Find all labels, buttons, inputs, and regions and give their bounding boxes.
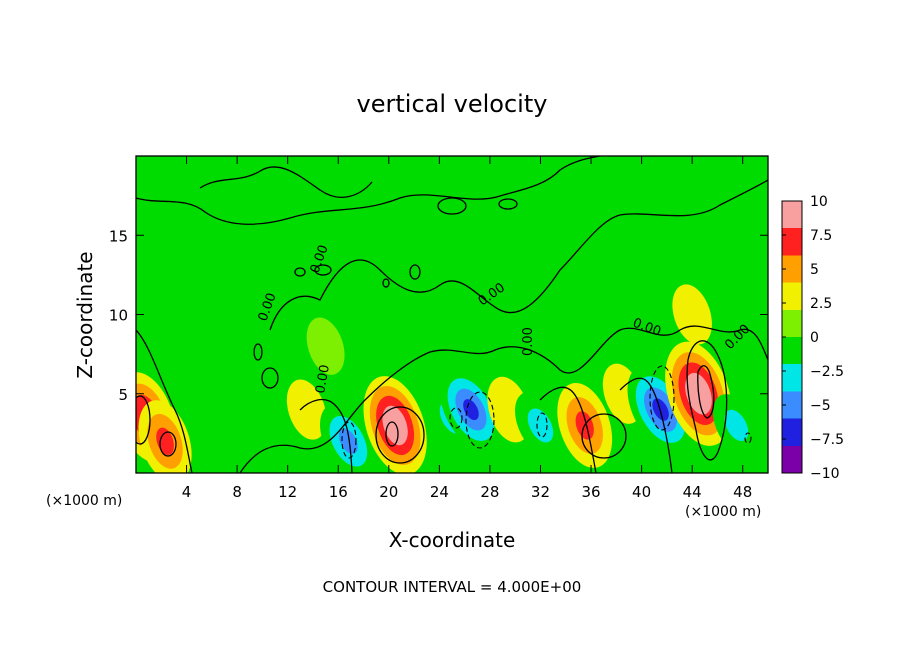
colorbar-tick-label: 0: [810, 330, 819, 346]
velocity-cell: [286, 379, 327, 440]
x-tick-label: 48: [733, 483, 752, 501]
contour-pos-6: [697, 365, 715, 419]
y-axis-label: Z-coordinate: [73, 251, 97, 378]
contour-island-3: [409, 264, 421, 280]
zero-contours: [136, 156, 768, 473]
contour-neg-3: [341, 421, 357, 459]
x-tick-label: 28: [480, 483, 499, 501]
x-axis: 4 8 12 16 20 24 28 32 36 40 44 48: [182, 156, 752, 501]
x-tick-label: 4: [182, 483, 192, 501]
colorbar-tick-label: −2.5: [810, 364, 844, 380]
y-axis: 5 10 15: [109, 227, 768, 404]
velocity-cell: [712, 394, 760, 457]
zero-contour-lower-left: [136, 329, 193, 473]
colorbar-ticks: 10 7.5 5 2.5 0 −2.5 −5 −7.5 −10: [782, 194, 844, 482]
velocity-cell: [306, 317, 345, 375]
colorbar-tick-label: 7.5: [810, 228, 832, 244]
contour-label: 0.00: [313, 364, 333, 395]
y-tick-label: 10: [109, 307, 128, 325]
x-tick-label: 12: [278, 483, 297, 501]
colorbar-tick-label: 2.5: [810, 296, 832, 312]
velocity-band: [724, 409, 749, 442]
contour-pos-5: [686, 340, 728, 461]
colorbar-tick-label: −7.5: [810, 432, 844, 448]
velocity-cell: [439, 367, 503, 452]
velocity-cell: [514, 391, 566, 460]
contour-island-8: [261, 367, 279, 389]
x-tick-label: 20: [379, 483, 398, 501]
velocity-cell: [229, 350, 271, 406]
velocity-band: [463, 399, 479, 421]
contour-label: 0.00: [521, 327, 536, 356]
contour-neg-1: [649, 365, 675, 431]
velocity-cell: [320, 403, 377, 473]
contour-island-2: [498, 198, 518, 210]
x-tick-label: 8: [232, 483, 242, 501]
velocity-band: [286, 379, 327, 440]
velocity-band: [306, 317, 345, 375]
x-unit-right: (×1000 m): [685, 504, 761, 520]
colorbar: 10 7.5 5 2.5 0 −2.5 −5 −7.5 −10: [781, 194, 844, 482]
contour-island-7: [253, 343, 263, 361]
colorbar-tick-label: 10: [810, 194, 828, 210]
zero-contour-lower: [239, 325, 768, 473]
contour-pos-2: [136, 395, 151, 445]
velocity-band: [170, 371, 216, 432]
contour-pos-4: [581, 413, 627, 459]
colorbar-tick-label: −10: [810, 466, 840, 482]
x-unit-left: (×1000 m): [46, 493, 122, 509]
x-tick-label: 32: [531, 483, 550, 501]
colorbar-tick-label: −5: [810, 398, 831, 414]
velocity-cell: [170, 371, 216, 432]
velocity-band: [229, 350, 271, 406]
velocity-band: [527, 408, 554, 443]
contour-neg-2: [465, 391, 495, 449]
y-tick-label: 15: [109, 227, 128, 245]
contour-island-1: [437, 197, 467, 215]
zero-contour-lower-3: [539, 386, 597, 473]
colorbar-tick-label: 5: [810, 262, 819, 278]
contour-interval-footer: CONTOUR INTERVAL = 4.000E+00: [323, 578, 582, 596]
x-axis-label: X-coordinate: [389, 528, 516, 552]
contour-neg-6: [744, 432, 752, 444]
x-tick-label: 36: [581, 483, 600, 501]
x-tick-label: 24: [430, 483, 449, 501]
velocity-band: [672, 284, 712, 345]
positive-contours: [136, 340, 728, 464]
contour-island-5: [314, 264, 332, 276]
x-tick-label: 44: [683, 483, 702, 501]
velocity-band: [498, 393, 520, 427]
contour-neg-4: [449, 407, 463, 429]
zero-contour-upper: [136, 156, 601, 225]
velocity-cell: [672, 284, 712, 345]
zero-contour-lower-2: [299, 398, 353, 473]
contour-pos-1: [375, 406, 425, 464]
zero-contour-lower-4: [619, 377, 673, 473]
plot-area: 0.00 0.00 0.00 0.00 0.00 0.00 0.00 4 8 12 1…: [109, 155, 769, 501]
x-tick-label: 16: [329, 483, 348, 501]
negative-contours: [341, 365, 752, 459]
contour-pos-3: [159, 431, 177, 457]
zero-contour-upper-2: [199, 166, 373, 198]
y-tick-label: 5: [118, 386, 128, 404]
velocity-band: [338, 428, 358, 454]
chart-title: vertical velocity: [357, 90, 548, 118]
contour-pos-7: [385, 421, 399, 447]
zero-contour-mid: [269, 179, 768, 331]
x-tick-label: 40: [632, 483, 651, 501]
contour-island-4: [382, 278, 390, 288]
contour-island-6: [294, 267, 306, 277]
contour-neg-5: [536, 412, 548, 438]
